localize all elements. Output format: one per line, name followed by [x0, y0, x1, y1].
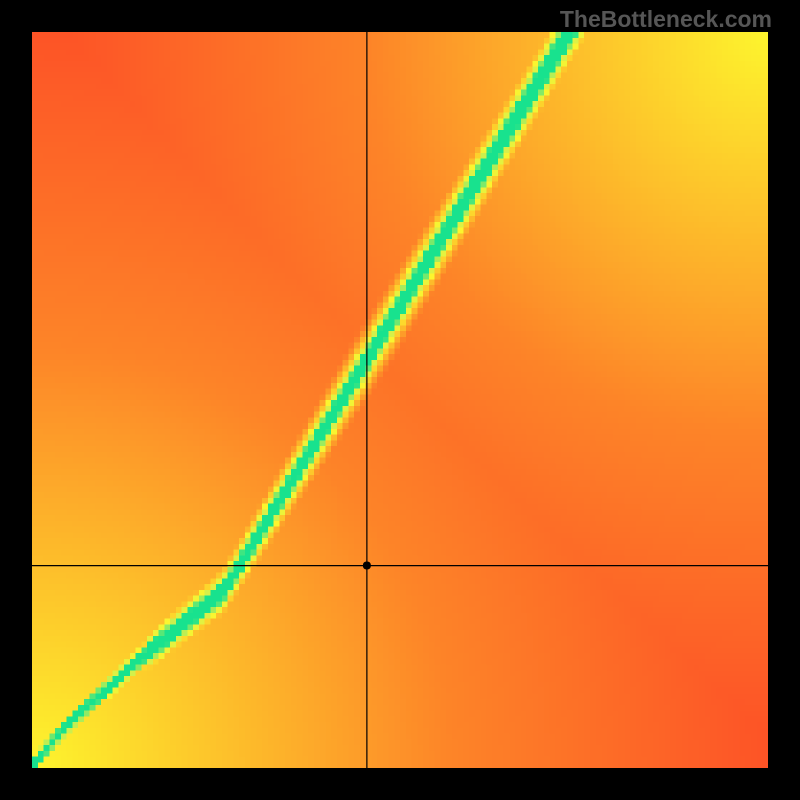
watermark-label: TheBottleneck.com	[560, 6, 772, 33]
chart-container: TheBottleneck.com	[0, 0, 800, 800]
crosshair-overlay	[32, 32, 768, 768]
